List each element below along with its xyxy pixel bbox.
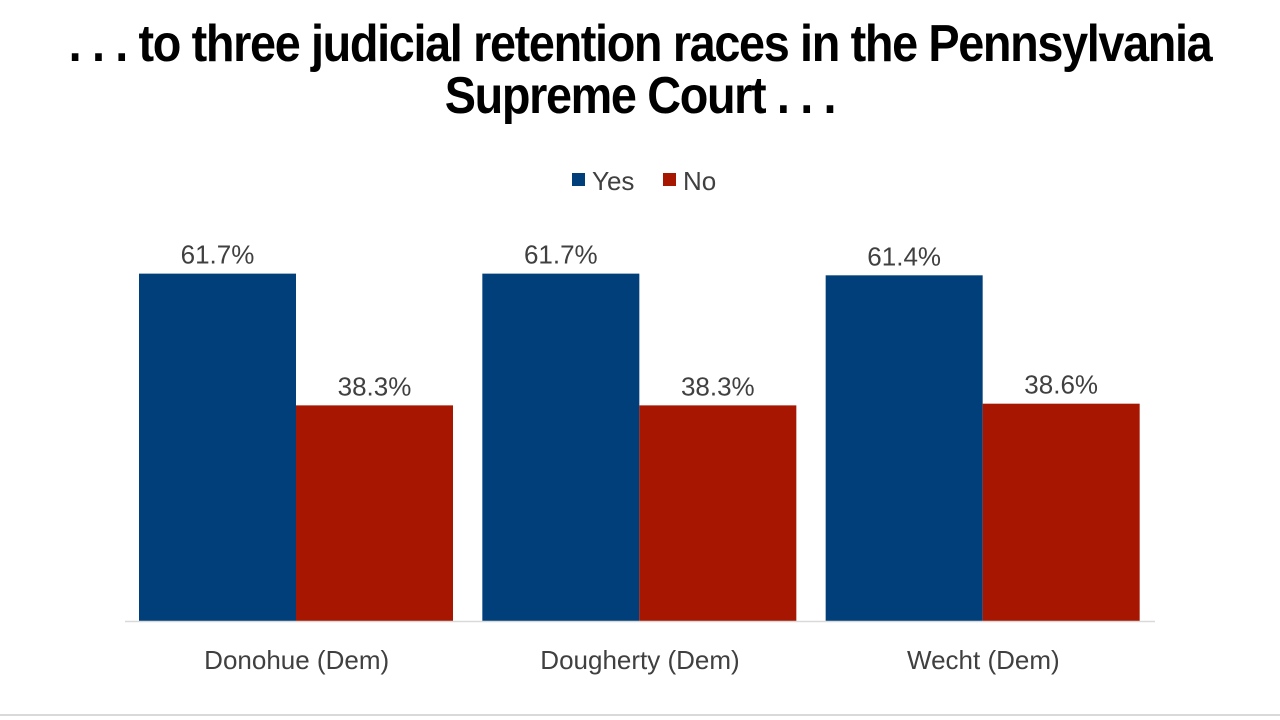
data-label-yes-2: 61.7% bbox=[524, 240, 598, 270]
chart-title: . . . to three judicial retention races … bbox=[64, 18, 1216, 122]
legend-item-no: No bbox=[663, 166, 716, 196]
data-label-no-3: 38.6% bbox=[1024, 370, 1098, 400]
legend-swatch-yes bbox=[572, 173, 585, 186]
legend-swatch-no bbox=[663, 173, 676, 186]
bar-yes-2 bbox=[482, 273, 640, 621]
bar-no-3 bbox=[982, 403, 1140, 621]
chart-title-line-2: Supreme Court . . . bbox=[444, 67, 837, 125]
bar-yes-3 bbox=[825, 275, 983, 621]
data-label-yes-3: 61.4% bbox=[867, 241, 941, 271]
bar-no-2 bbox=[639, 405, 797, 621]
legend-label-yes: Yes bbox=[592, 166, 634, 196]
category-label-2: Dougherty (Dem) bbox=[540, 645, 739, 675]
data-label-no-1: 38.3% bbox=[338, 371, 412, 401]
legend-label-no: No bbox=[683, 166, 716, 196]
data-label-yes-1: 61.7% bbox=[181, 240, 255, 270]
category-label-3: Wecht (Dem) bbox=[907, 645, 1060, 675]
legend-item-yes: Yes bbox=[572, 166, 634, 196]
chart-title-line-1: . . . to three judicial retention races … bbox=[68, 15, 1213, 73]
bar-yes-1 bbox=[139, 273, 296, 621]
bottom-divider bbox=[0, 714, 1280, 716]
data-label-no-2: 38.3% bbox=[681, 371, 755, 401]
category-label-1: Donohue (Dem) bbox=[204, 645, 389, 675]
bar-no-1 bbox=[296, 405, 453, 621]
